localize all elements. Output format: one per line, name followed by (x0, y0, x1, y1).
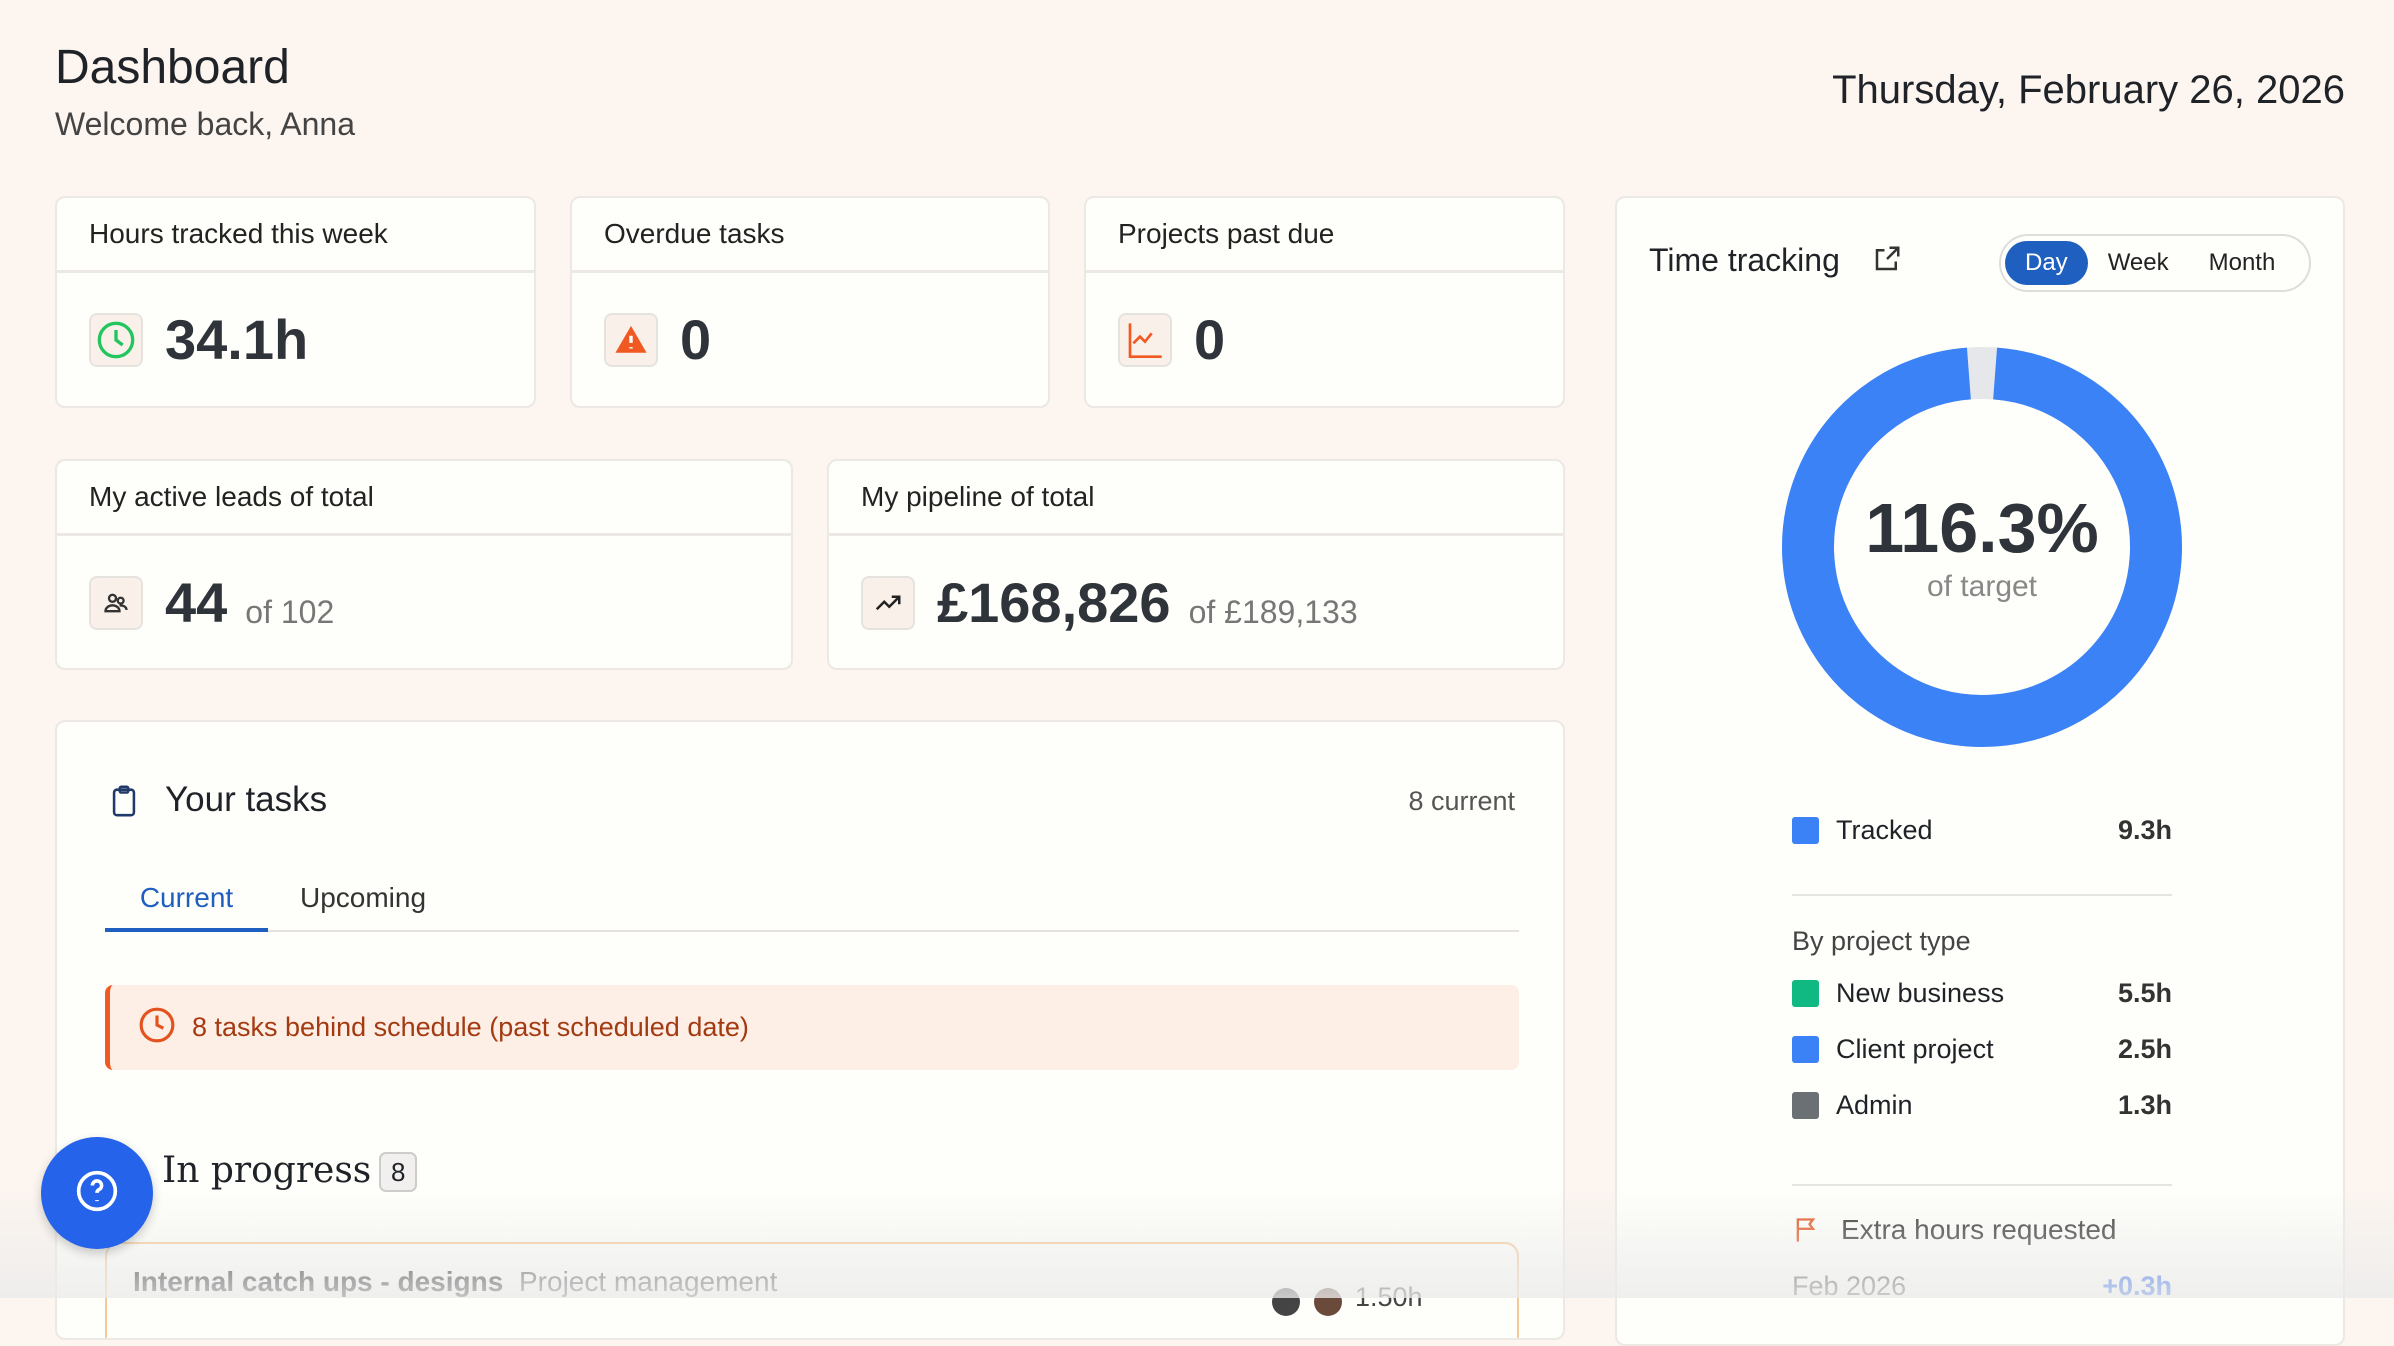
by-type-title: By project type (1792, 926, 1971, 956)
chart-line-icon (1118, 312, 1172, 367)
legend-value: 2.5h (2117, 1034, 2172, 1064)
stat-card-hours: Hours tracked this week 34.1h (55, 196, 536, 408)
clock-icon (89, 312, 143, 367)
avatar (1314, 1288, 1342, 1316)
external-link-icon[interactable] (1872, 244, 1902, 279)
welcome-text: Welcome back, Anna (55, 106, 356, 142)
help-button[interactable] (41, 1137, 153, 1249)
legend-admin: Admin 1.3h (1792, 1090, 2172, 1121)
tab-upcoming[interactable]: Upcoming (299, 882, 427, 913)
swatch (1792, 1036, 1819, 1063)
legend-value: 5.5h (2117, 978, 2172, 1008)
stat-value: 0 (680, 308, 712, 371)
swatch (1792, 817, 1819, 844)
page-title: Dashboard (55, 41, 290, 94)
legend-label: Client project (1836, 1034, 1994, 1064)
extra-value: +0.3h (2102, 1271, 2172, 1301)
stat-value: 0 (1194, 308, 1226, 371)
extra-month: Feb 2026 (1792, 1271, 1907, 1301)
stat-card-projects: Projects past due 0 (1084, 196, 1565, 408)
clock-alert-icon (138, 1006, 176, 1049)
period-day[interactable]: Day (2005, 241, 2088, 285)
legend-new-business: New business 5.5h (1792, 978, 2172, 1009)
stat-label: Hours tracked this week (57, 198, 534, 273)
legend-tracked: Tracked 9.3h (1792, 815, 2172, 846)
legend-label: Tracked (1836, 815, 1933, 845)
stat-card-overdue: Overdue tasks 0 (570, 196, 1050, 408)
warning-icon (604, 312, 658, 367)
current-date: Thursday, February 26, 2026 (1832, 68, 2345, 112)
period-toggle: Day Week Month (1999, 234, 2311, 292)
swatch (1792, 980, 1819, 1007)
alert-text: 8 tasks behind schedule (past scheduled … (192, 1012, 749, 1042)
pipeline-total: of £189,133 (1188, 594, 1358, 630)
tasks-count: 8 current (1408, 786, 1515, 816)
overdue-alert: 8 tasks behind schedule (past scheduled … (105, 985, 1519, 1070)
leads-card: My active leads of total 44 of 102 (55, 459, 793, 670)
period-week[interactable]: Week (2107, 249, 2169, 276)
swatch (1792, 1092, 1819, 1119)
extra-hours-title: Extra hours requested (1841, 1214, 2117, 1245)
percent-label: of target (1926, 570, 2038, 603)
tasks-title: Your tasks (165, 780, 328, 819)
legend-value: 1.3h (2117, 1090, 2172, 1120)
time-tracking-title: Time tracking (1649, 242, 1840, 278)
users-icon (89, 575, 143, 630)
period-month[interactable]: Month (2208, 249, 2276, 276)
avatar (1272, 1288, 1300, 1316)
task-row[interactable]: Internal catch ups - designs Project man… (105, 1242, 1519, 1338)
leads-total: of 102 (245, 594, 335, 630)
target-donut (1782, 347, 2182, 747)
trending-up-icon (861, 575, 915, 630)
pipeline-card: My pipeline of total £168,826 of £189,133 (827, 459, 1565, 670)
stat-value: 34.1h (165, 308, 309, 371)
group-title: In progress (162, 1150, 372, 1191)
pipeline-label: My pipeline of total (829, 461, 1563, 536)
tab-current[interactable]: Current (105, 882, 268, 932)
donut-arc-tracked (1782, 347, 2182, 747)
help-icon (75, 1169, 119, 1218)
group-count-badge: 8 (379, 1152, 418, 1192)
stat-label: Projects past due (1086, 198, 1563, 273)
legend-label: Admin (1836, 1090, 1913, 1120)
tasks-card: Your tasks 8 current Current Upcoming 8 … (55, 720, 1565, 1340)
clipboard-icon (107, 782, 141, 825)
pipeline-value: £168,826 (937, 571, 1171, 634)
legend-value: 9.3h (2117, 815, 2172, 845)
leads-label: My active leads of total (57, 461, 791, 536)
legend-client-project: Client project 2.5h (1792, 1034, 2172, 1065)
task-name: Internal catch ups - designs (133, 1266, 504, 1297)
flag-icon (1792, 1214, 1820, 1251)
percent-value: 116.3% (1865, 489, 2099, 567)
task-category: Project management (519, 1266, 778, 1297)
time-tracking-card: Time tracking Day Week Month 116.3% of t… (1615, 196, 2345, 1346)
legend-label: New business (1836, 978, 2005, 1008)
leads-value: 44 (165, 571, 228, 634)
stat-label: Overdue tasks (572, 198, 1048, 273)
